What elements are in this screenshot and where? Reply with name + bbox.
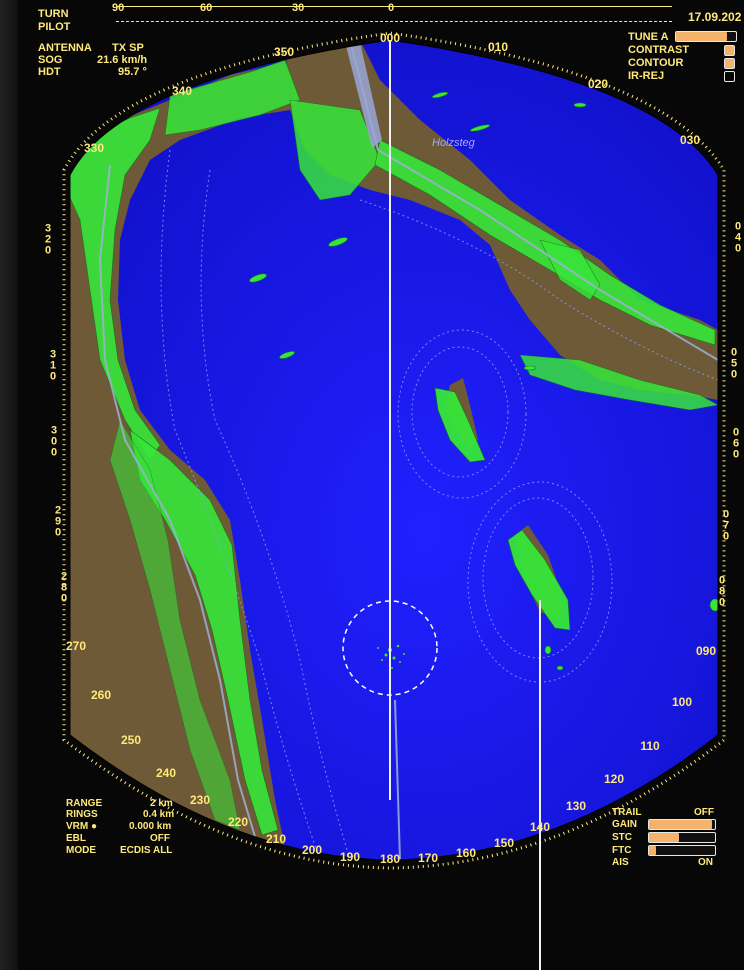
bearing-090: 090 (695, 644, 717, 658)
tune-label[interactable]: TUNE A (628, 31, 669, 43)
bearing-280: 2 8 0 (60, 570, 68, 605)
turn-scale-0: 0 (388, 2, 395, 14)
bearing-230: 230 (189, 793, 211, 807)
ais-label[interactable]: AIS (612, 857, 629, 868)
bearing-200: 200 (301, 843, 323, 857)
bearing-170: 170 (417, 851, 439, 865)
place-label-holzsteg: Holzsteg (432, 137, 475, 149)
bearing-250: 250 (120, 733, 142, 747)
stc-bar[interactable] (648, 832, 716, 843)
channel-marker (345, 42, 382, 148)
bearing-290: 2 9 0 (54, 504, 62, 539)
tune-bar-fill (676, 32, 727, 41)
stc-bar-fill (649, 833, 679, 842)
bearing-030: 030 (679, 133, 701, 147)
turn-scale-90: 90 (112, 2, 125, 14)
ebl-value[interactable]: OFF (150, 833, 170, 844)
pilot-label: PILOT (38, 21, 71, 33)
gain-label[interactable]: GAIN (612, 819, 637, 830)
date-readout: 17.09.202 (688, 10, 742, 24)
ftc-bar[interactable] (648, 845, 716, 856)
own-ship-ring (342, 600, 438, 696)
monitor-bezel (0, 0, 18, 970)
range-label[interactable]: RANGE (66, 798, 103, 809)
bearing-110: 110 (640, 739, 660, 753)
bearing-260: 260 (90, 688, 112, 702)
ebl-label[interactable]: EBL (66, 833, 86, 844)
trail-value[interactable]: OFF (694, 807, 714, 818)
ais-value[interactable]: ON (698, 857, 713, 868)
bearing-100: 100 (671, 695, 693, 709)
bearing-040: 0 4 0 (734, 220, 742, 255)
turn-scale-30: 30 (292, 2, 305, 14)
bearing-060: 0 6 0 (732, 426, 740, 461)
bearing-080: 0 8 0 (718, 574, 726, 609)
tune-bar[interactable] (675, 31, 737, 42)
turn-rate-scale (116, 6, 672, 22)
antenna-value[interactable]: TX SP (112, 42, 144, 54)
bearing-270: 270 (65, 639, 87, 653)
bearing-160: 160 (455, 846, 477, 860)
vrm-label[interactable]: VRM ● (66, 821, 98, 832)
bearing-130: 130 (565, 799, 587, 813)
mode-value[interactable]: ECDIS ALL (120, 845, 173, 856)
contrast-button[interactable] (724, 45, 735, 56)
bearing-350: 350 (273, 45, 295, 59)
vrm-value[interactable]: 0.000 km (129, 821, 172, 832)
turn-label: TURN (38, 8, 69, 20)
sog-value: 21.6 km/h (97, 54, 148, 66)
bearing-010: 010 (487, 40, 509, 54)
bearing-150: 150 (493, 836, 515, 850)
bearing-120: 120 (603, 772, 625, 786)
ftc-label[interactable]: FTC (612, 845, 632, 856)
bearing-020: 020 (587, 77, 609, 91)
bearing-320: 3 2 0 (44, 222, 52, 257)
contrast-label[interactable]: CONTRAST (628, 44, 690, 56)
rings-label[interactable]: RINGS (66, 809, 98, 820)
bearing-190: 190 (339, 850, 361, 864)
ir-rej-button[interactable] (724, 71, 735, 82)
bearing-140: 140 (529, 820, 551, 834)
sog-label: SOG (38, 54, 63, 66)
bearing-180: 180 (379, 852, 401, 866)
bearing-050: 0 5 0 (730, 346, 738, 381)
hdt-label: HDT (38, 66, 61, 78)
bearing-070: 0 7 0 (722, 508, 730, 543)
mode-label[interactable]: MODE (66, 845, 96, 856)
contour-button[interactable] (724, 58, 735, 69)
trail-label[interactable]: TRAIL (612, 807, 642, 818)
hdt-value: 95.7 ° (118, 66, 147, 78)
bearing-300: 3 0 0 (50, 424, 58, 459)
turn-scale-60: 60 (200, 2, 213, 14)
scope-border (69, 39, 719, 861)
bearing-310: 3 1 0 (49, 348, 57, 383)
bearing-340: 340 (171, 84, 193, 98)
bearing-330: 330 (83, 141, 105, 155)
antenna-label[interactable]: ANTENNA (38, 42, 92, 54)
rings-value[interactable]: 0.4 km (143, 809, 175, 820)
contour-label[interactable]: CONTOUR (628, 57, 684, 69)
bearing-240: 240 (155, 766, 177, 780)
gain-bar[interactable] (648, 819, 716, 830)
ir-rej-label[interactable]: IR-REJ (628, 70, 665, 82)
gain-bar-fill (649, 820, 712, 829)
stc-label[interactable]: STC (612, 832, 632, 843)
bearing-000: 000 (379, 31, 401, 45)
range-value[interactable]: 2 km (150, 798, 173, 809)
ftc-bar-fill (649, 846, 656, 855)
bearing-220: 220 (227, 815, 249, 829)
bearing-210: 210 (265, 832, 287, 846)
